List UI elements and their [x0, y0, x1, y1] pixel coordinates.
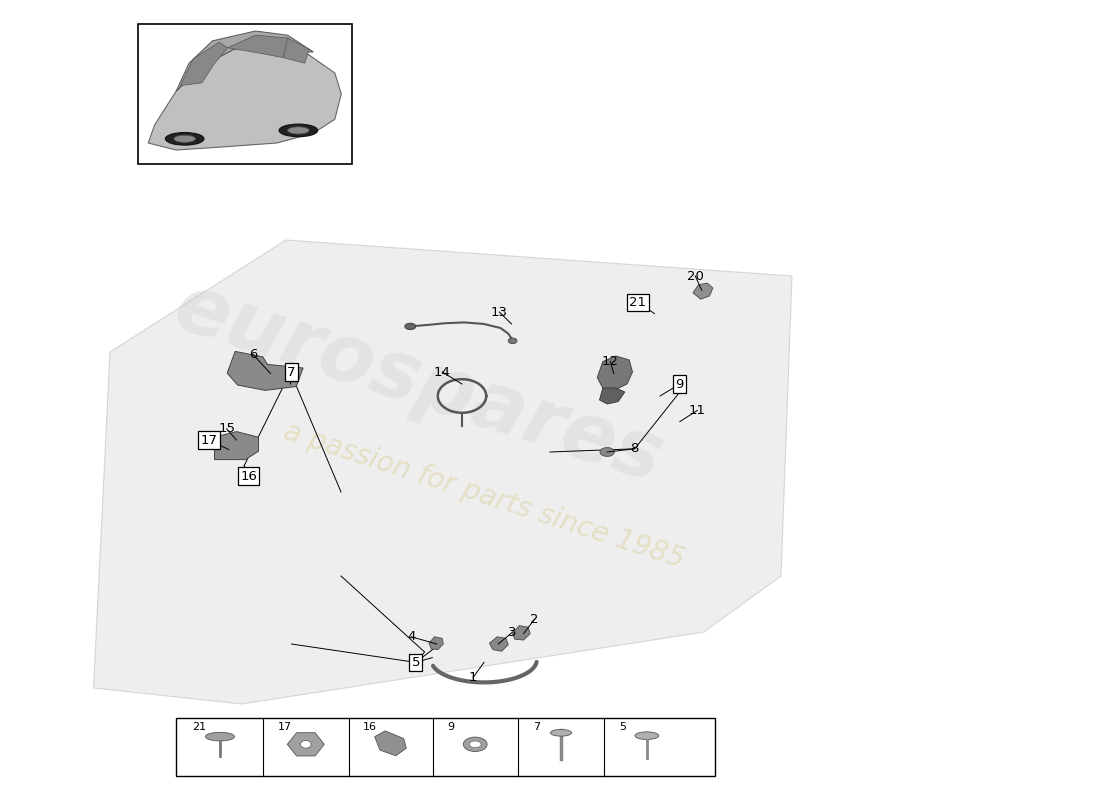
Text: 2: 2	[530, 613, 539, 626]
Polygon shape	[228, 35, 300, 58]
Polygon shape	[284, 38, 309, 63]
Text: 7: 7	[287, 366, 296, 378]
Text: 6: 6	[249, 348, 257, 361]
Text: a passion for parts since 1985: a passion for parts since 1985	[280, 418, 688, 574]
Text: 13: 13	[491, 306, 508, 318]
Text: 14: 14	[433, 366, 451, 378]
Ellipse shape	[287, 127, 309, 134]
Ellipse shape	[165, 133, 204, 145]
Polygon shape	[94, 240, 792, 704]
Text: 9: 9	[675, 378, 684, 390]
Text: 5: 5	[411, 656, 420, 669]
Polygon shape	[375, 731, 406, 756]
Polygon shape	[176, 31, 314, 91]
Text: 12: 12	[602, 355, 619, 368]
Text: eurospares: eurospares	[164, 268, 672, 500]
Text: 8: 8	[630, 442, 639, 455]
Text: 17: 17	[278, 722, 293, 731]
Text: 3: 3	[508, 626, 517, 638]
Text: 21: 21	[629, 296, 647, 309]
Ellipse shape	[405, 323, 416, 330]
Text: 15: 15	[218, 422, 235, 435]
Text: 16: 16	[240, 470, 257, 482]
Text: 16: 16	[363, 722, 377, 731]
Polygon shape	[148, 45, 341, 150]
Ellipse shape	[463, 737, 487, 751]
Ellipse shape	[174, 135, 196, 142]
Bar	[176, 718, 715, 776]
Ellipse shape	[279, 124, 318, 137]
Ellipse shape	[300, 741, 311, 748]
Polygon shape	[228, 351, 304, 390]
Text: 1: 1	[469, 671, 477, 684]
Text: 9: 9	[448, 722, 454, 731]
Polygon shape	[214, 431, 258, 459]
Text: 20: 20	[686, 270, 704, 282]
Text: 5: 5	[619, 722, 626, 731]
Text: 7: 7	[534, 722, 540, 731]
Ellipse shape	[508, 338, 517, 344]
Polygon shape	[429, 637, 443, 650]
Text: 4: 4	[407, 630, 416, 643]
Text: 11: 11	[689, 404, 706, 417]
Text: 17: 17	[200, 434, 218, 446]
Ellipse shape	[470, 741, 481, 748]
Polygon shape	[693, 283, 713, 299]
Polygon shape	[597, 356, 632, 390]
Polygon shape	[180, 42, 228, 86]
Polygon shape	[600, 388, 625, 404]
Polygon shape	[287, 733, 324, 756]
Bar	[138, 24, 352, 164]
Polygon shape	[490, 637, 508, 651]
Text: 21: 21	[192, 722, 207, 731]
Ellipse shape	[206, 732, 234, 741]
Polygon shape	[513, 626, 530, 640]
Ellipse shape	[601, 448, 614, 456]
Ellipse shape	[635, 732, 659, 739]
Ellipse shape	[550, 730, 572, 736]
